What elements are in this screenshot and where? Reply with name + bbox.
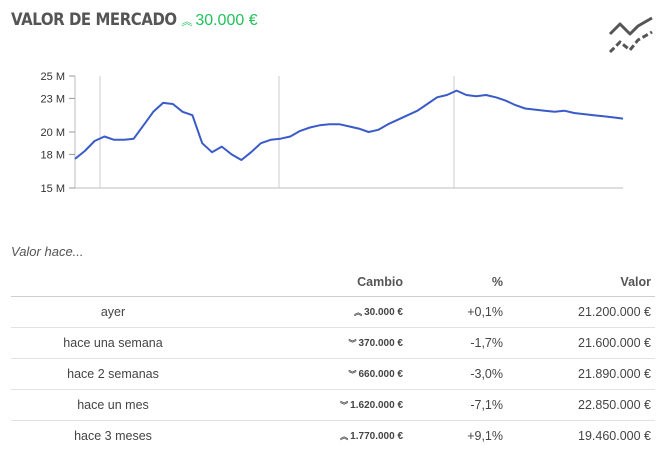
y-tick-label: 20 M: [41, 127, 65, 139]
header-pct: %: [407, 268, 507, 297]
y-tick-label: 23 M: [41, 93, 65, 105]
row-label: ayer: [11, 296, 215, 328]
row-pct: -3,0%: [407, 358, 507, 390]
row-change: ︽ 30.000 €: [215, 296, 407, 328]
market-value-change-amount: 30.000 €: [195, 12, 258, 29]
row-label: hace 3 meses: [74, 429, 152, 443]
market-value-header: VALOR DE MERCADO ︽ 30.000 €: [11, 10, 258, 30]
row-value: 19.460.000 €: [578, 429, 651, 443]
table-row: hace una semana ︾ 370.000 € -1,7% 21.600.…: [11, 327, 655, 359]
row-change: ︾ 370.000 €: [215, 327, 407, 359]
row-pct: -7,1%: [407, 389, 507, 421]
row-pct: +9,1%: [467, 429, 503, 443]
trend-lines-icon[interactable]: [608, 16, 654, 54]
row-change-amount: 660.000 €: [358, 368, 404, 380]
table-row: hace 2 semanas ︾ 660.000 € -3,0% 21.890.0…: [11, 358, 655, 390]
market-value-chart: 15 M 18 M 20 M 23 M 25 M: [41, 71, 624, 195]
row-label: hace un mes: [11, 389, 215, 421]
header-label: [11, 268, 215, 297]
series-line: [74, 89, 624, 161]
row-change-amount: 1.620.000 €: [350, 399, 403, 411]
double-chevron-down-icon: ︾: [340, 400, 349, 410]
table-header-row: Cambio % Valor: [11, 268, 655, 297]
row-value: 21.200.000 €: [507, 296, 655, 328]
row-pct: +0,1%: [407, 296, 507, 328]
row-label: hace una semana: [11, 327, 215, 359]
header-value: Valor: [507, 268, 655, 297]
row-value: 21.600.000 €: [507, 327, 655, 359]
y-tick-label: 15 M: [41, 183, 65, 195]
row-label: hace 2 semanas: [11, 358, 215, 390]
double-chevron-up-icon: ︽: [354, 307, 363, 317]
page-title: VALOR DE MERCADO: [11, 10, 177, 30]
y-tick-label: 18 M: [41, 149, 65, 161]
row-change: ︾ 1.620.000 €: [215, 389, 407, 421]
row-change: ︾ 660.000 €: [215, 358, 407, 390]
market-value-change: ︽ 30.000 €: [181, 12, 257, 30]
header-change: Cambio: [215, 268, 407, 297]
row-change-amount: 1.770.000 €: [350, 430, 403, 442]
history-table: Cambio % Valor ayer ︽ 30.000 € +0,1% 21.2…: [11, 268, 655, 451]
row-pct: -1,7%: [407, 327, 507, 359]
table-row: hace 3 meses ︽ 1.770.000 € +9,1% 19.460.0…: [11, 421, 655, 452]
double-chevron-up-icon: ︽: [340, 431, 349, 441]
row-change-amount: 370.000 €: [358, 337, 404, 349]
row-change: ︽ 1.770.000 €: [215, 421, 407, 452]
row-change-amount: 30.000 €: [364, 306, 403, 318]
double-chevron-down-icon: ︾: [348, 369, 357, 379]
table-row: hace un mes ︾ 1.620.000 € -7,1% 22.850.00…: [11, 389, 655, 421]
row-value: 21.890.000 €: [507, 358, 655, 390]
double-chevron-up-icon: ︽: [181, 16, 193, 28]
row-value: 22.850.000 €: [507, 389, 655, 421]
y-tick-label: 25 M: [41, 71, 65, 83]
double-chevron-down-icon: ︾: [348, 338, 357, 348]
table-row: ayer ︽ 30.000 € +0,1% 21.200.000 €: [11, 296, 655, 328]
history-subtitle: Valor hace...: [11, 244, 84, 259]
